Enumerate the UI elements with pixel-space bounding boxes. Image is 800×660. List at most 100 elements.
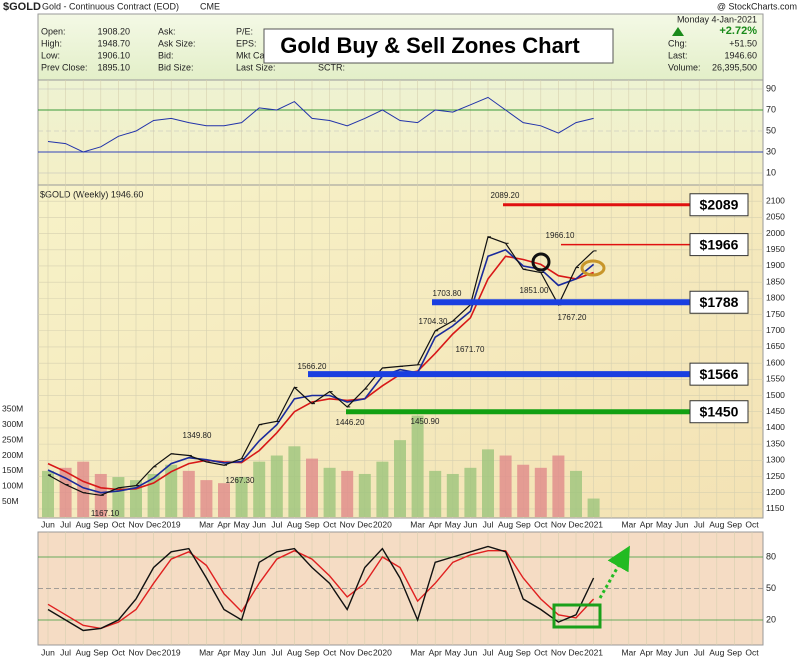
rsi-tick-label: 50 — [766, 125, 776, 135]
up-arrow — [672, 27, 684, 36]
x-tick-label: Apr — [640, 647, 653, 657]
y-tick-label: 1500 — [766, 390, 785, 400]
x-tick-label: Sep — [304, 519, 319, 529]
y-tick-label: 1250 — [766, 471, 785, 481]
price-annotation: 1267.30 — [226, 476, 255, 485]
x-tick-label: Oct — [534, 519, 548, 529]
x-tick-label: May — [234, 519, 251, 529]
exchange: CME — [200, 1, 220, 11]
x-tick-label: May — [445, 647, 462, 657]
y-tick-label: 1200 — [766, 487, 785, 497]
x-tick-label: Mar — [410, 519, 425, 529]
rsi-tick-label: 90 — [766, 83, 776, 93]
x-tick-label: Dec — [357, 647, 373, 657]
volume-bar — [42, 470, 54, 517]
title-box — [263, 28, 614, 64]
volume-bar — [358, 473, 371, 517]
x-tick-label: Sep — [516, 647, 531, 657]
volume-tick-label: 350M — [2, 404, 23, 414]
volume-bar — [499, 455, 512, 517]
x-tick-label: Sep — [727, 519, 742, 529]
price-annotation: 1966.10 — [546, 231, 575, 240]
x-tick-label: Jun — [252, 647, 266, 657]
x-tick-label: Jul — [271, 519, 282, 529]
info-value: 1948.70 — [97, 38, 130, 48]
volume-bar — [429, 470, 442, 517]
y-tick-label: 1650 — [766, 341, 785, 351]
y-tick-label: 1600 — [766, 357, 785, 367]
price-line — [47, 236, 595, 496]
volume-tick-label: 250M — [2, 434, 23, 444]
info-value: 1946.60 — [724, 50, 757, 60]
volume-bar — [165, 464, 178, 517]
sctr-label: SCTR: — [318, 62, 345, 72]
description: Gold - Continuous Contract (EOD) — [42, 1, 179, 11]
zone-label: $2089 — [700, 196, 739, 212]
x-tick-label: Jul — [60, 647, 71, 657]
x-tick-label: 2019 — [162, 647, 181, 657]
y-tick-label: 1400 — [766, 422, 785, 432]
info-value: 26,395,500 — [712, 62, 757, 72]
price-annotation: 1167.10 — [91, 509, 120, 518]
x-tick-label: Oct — [745, 519, 759, 529]
x-tick-label: Aug — [287, 647, 302, 657]
x-tick-label: Mar — [410, 647, 425, 657]
info-label: Open: — [41, 26, 66, 36]
x-tick-label: Jul — [694, 519, 705, 529]
rsi-panel — [37, 79, 764, 186]
info-label: Volume: — [668, 62, 701, 72]
x-tick-label: Jul — [271, 647, 282, 657]
x-tick-label: Jun — [41, 519, 55, 529]
rsi-tick-label: 30 — [766, 146, 776, 156]
y-tick-label: 1900 — [766, 260, 785, 270]
volume-bar — [200, 480, 213, 517]
volume-bar — [482, 449, 494, 517]
info-value: 1895.10 — [97, 62, 130, 72]
x-tick-label: Jul — [483, 519, 494, 529]
info-label: P/E: — [236, 26, 253, 36]
volume-bar — [517, 464, 530, 517]
date: Monday 4-Jan-2021 — [677, 14, 757, 24]
volume-bar — [394, 440, 406, 517]
x-tick-label: Aug — [498, 647, 513, 657]
x-tick-label: Aug — [709, 519, 724, 529]
volume-bar — [270, 455, 283, 517]
ma-line — [47, 255, 594, 491]
volume-tick-label: 200M — [2, 450, 23, 460]
x-tick-label: Nov — [128, 519, 144, 529]
stoch-tick-label: 50 — [766, 583, 776, 593]
info-label: Chg: — [668, 38, 687, 48]
info-label: Mkt Cap — [236, 50, 270, 60]
zone-label: $1966 — [700, 236, 739, 252]
y-tick-label: 2100 — [766, 195, 785, 205]
x-tick-label: Oct — [534, 647, 548, 657]
marker-circle — [531, 252, 551, 272]
zone-label-box — [689, 400, 749, 424]
x-tick-label: Oct — [323, 647, 337, 657]
info-label: Prev Close: — [41, 62, 88, 72]
x-tick-label: Oct — [323, 519, 337, 529]
volume-tick-label: 100M — [2, 481, 23, 491]
volume-bar — [77, 461, 90, 517]
volume-bar — [235, 477, 248, 517]
volume-bar — [411, 415, 424, 517]
x-tick-label: Aug — [76, 519, 91, 529]
info-label: High: — [41, 38, 62, 48]
x-tick-label: Jun — [252, 519, 266, 529]
volume-bar — [182, 470, 195, 517]
x-tick-label: Apr — [217, 647, 230, 657]
chart-title: Gold Buy & Sell Zones Chart — [280, 33, 580, 58]
stoch-line — [47, 545, 595, 632]
x-tick-label: Oct — [112, 519, 126, 529]
change-pct: +2.72% — [719, 25, 757, 37]
info-label: Ask: — [158, 26, 176, 36]
x-tick-label: Oct — [112, 647, 126, 657]
x-tick-label: 2021 — [584, 519, 603, 529]
y-tick-label: 2000 — [766, 228, 785, 238]
y-tick-label: 2050 — [766, 212, 785, 222]
info-label: Last: — [668, 50, 688, 60]
volume-bar — [59, 467, 72, 517]
symbol: $GOLD — [3, 1, 41, 13]
info-value: 1906.10 — [97, 50, 130, 60]
info-label: Bid Size: — [158, 62, 194, 72]
